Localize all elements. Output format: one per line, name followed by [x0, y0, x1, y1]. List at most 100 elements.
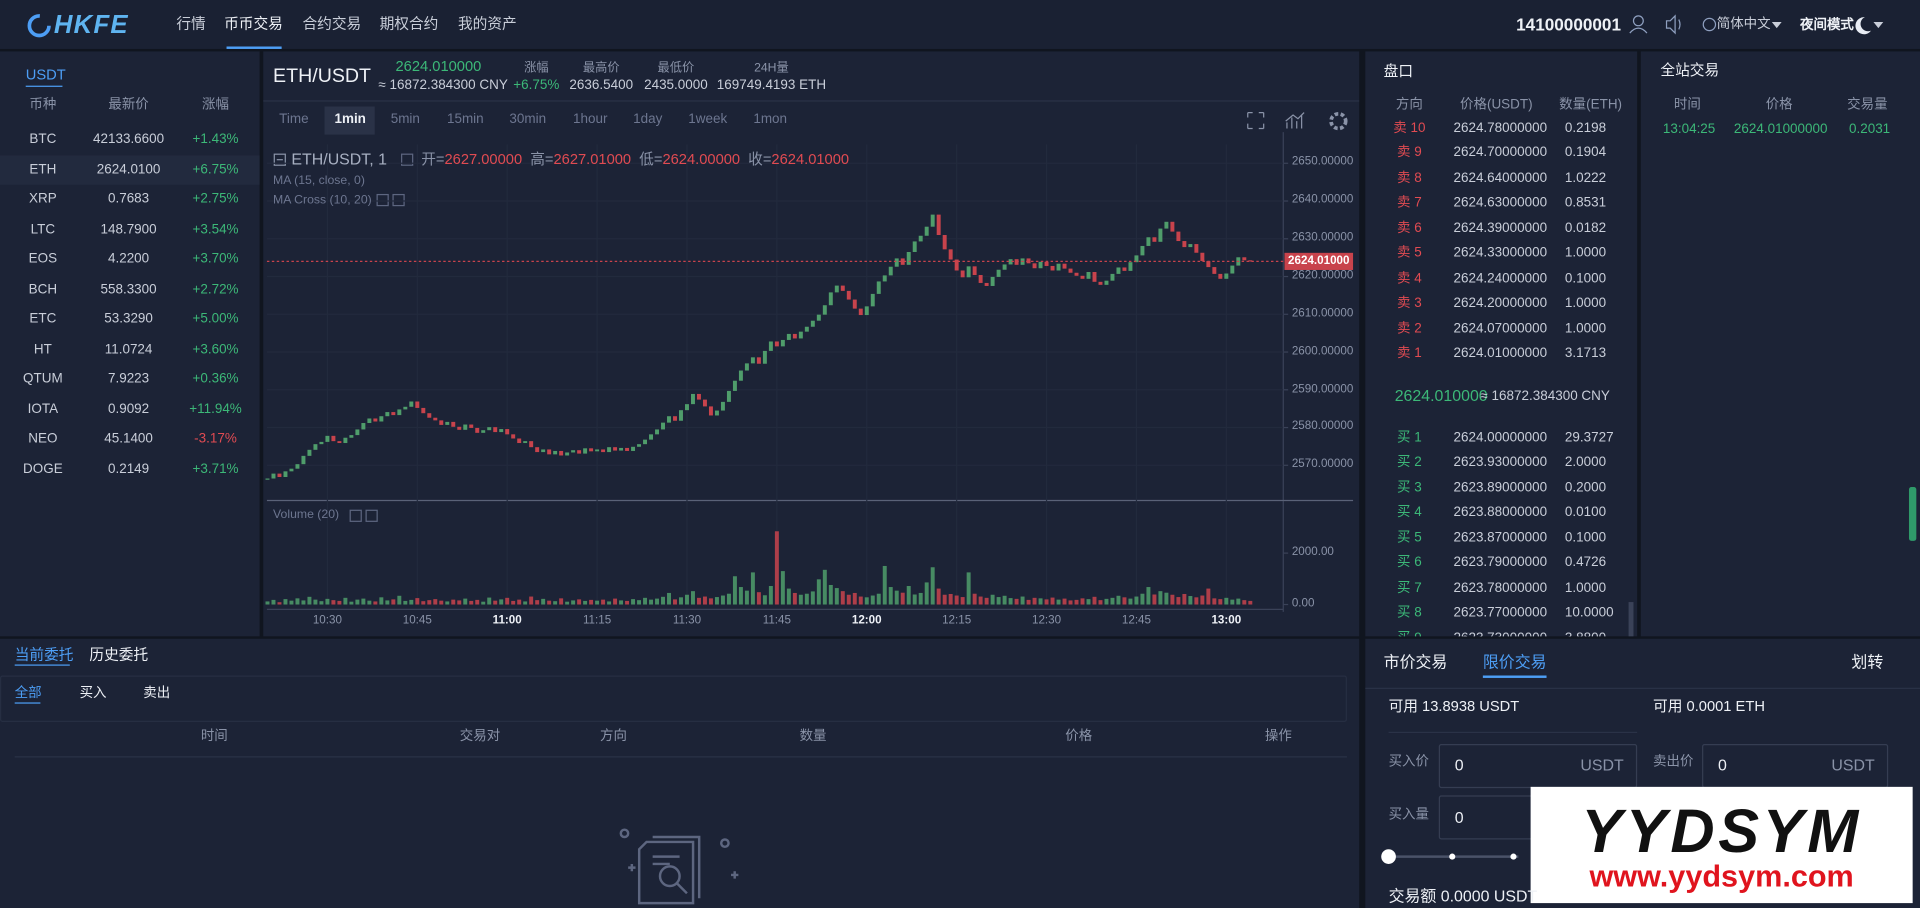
- market-symbol[interactable]: EOS: [28, 251, 58, 267]
- theme-toggle[interactable]: 夜间模式: [1800, 17, 1854, 33]
- market-price[interactable]: 7.9223: [107, 371, 150, 387]
- market-price[interactable]: 0.9092: [107, 401, 150, 417]
- market-price[interactable]: 4.2200: [107, 251, 150, 267]
- market-price[interactable]: 0.7683: [107, 191, 150, 207]
- market-price[interactable]: 42133.6600: [92, 131, 165, 147]
- market-change[interactable]: +2.75%: [192, 191, 239, 207]
- orders-filter[interactable]: 全部: [14, 686, 42, 701]
- market-symbol[interactable]: HT: [33, 341, 52, 357]
- input-unit: USDT: [1831, 755, 1875, 775]
- interval-button[interactable]: 1hour: [572, 112, 608, 127]
- market-symbol[interactable]: ETH: [29, 161, 57, 177]
- market-change[interactable]: +0.36%: [192, 371, 239, 387]
- ask-level: 卖 10: [1393, 120, 1426, 136]
- column-header: 数量(ETH): [1559, 97, 1623, 113]
- volume-title: Volume (20): [273, 508, 340, 522]
- column-header: 交易量: [1847, 97, 1888, 113]
- orders-filter[interactable]: 买入: [79, 686, 107, 701]
- input-value: 0: [1454, 755, 1464, 775]
- ask-price: 2624.07000000: [1453, 320, 1548, 336]
- orders-filter[interactable]: 卖出: [143, 686, 171, 701]
- interval-button[interactable]: 5min: [390, 112, 420, 127]
- market-change[interactable]: +11.94%: [189, 401, 242, 417]
- market-change[interactable]: +3.54%: [192, 221, 239, 237]
- ask-amount: 0.1000: [1564, 270, 1607, 286]
- market-tab[interactable]: USDT: [25, 66, 66, 84]
- interval-button[interactable]: 1min: [334, 112, 366, 127]
- language[interactable]: 简体中文: [1716, 16, 1771, 32]
- trade-tab[interactable]: 限价交易: [1482, 652, 1547, 672]
- column-header: 币种: [29, 97, 57, 113]
- market-change[interactable]: +3.71%: [192, 461, 239, 477]
- ask-level: 卖 7: [1397, 195, 1422, 211]
- stat-label: 最低价: [657, 61, 695, 75]
- market-price[interactable]: 53.3290: [104, 311, 153, 327]
- market-change[interactable]: -3.17%: [194, 431, 237, 447]
- market-price[interactable]: 2624.0100: [96, 161, 161, 177]
- interval-button[interactable]: Time: [279, 112, 309, 127]
- column-header: 最新价: [108, 97, 149, 113]
- scrollbar: [1628, 602, 1634, 637]
- interval-button[interactable]: 30min: [509, 112, 547, 127]
- ask-price: 2624.78000000: [1453, 120, 1548, 136]
- market-symbol[interactable]: NEO: [28, 431, 58, 447]
- column-header: 交易对: [459, 728, 501, 744]
- ask-level: 卖 9: [1397, 145, 1422, 161]
- market-change[interactable]: +2.72%: [192, 281, 239, 297]
- interval-button[interactable]: 1week: [688, 112, 728, 127]
- interval-button[interactable]: 1day: [633, 112, 663, 127]
- nav-item[interactable]: 行情: [176, 14, 206, 32]
- market-symbol[interactable]: BCH: [28, 281, 58, 297]
- available-balance: 可用 0.0001 ETH: [1653, 697, 1765, 715]
- panel-title: 盘口: [1383, 62, 1414, 80]
- selected-row-bg: [0, 154, 260, 185]
- trade-price: 2624.01000000: [1733, 121, 1828, 137]
- nav-item[interactable]: 币币交易: [224, 14, 283, 32]
- market-symbol[interactable]: ETC: [29, 311, 57, 327]
- market-change[interactable]: +1.43%: [192, 131, 239, 147]
- transfer-button[interactable]: 划转: [1851, 652, 1884, 672]
- order-book-panel: [1365, 51, 1638, 637]
- bid-price: 2623.89000000: [1453, 480, 1548, 496]
- market-symbol[interactable]: QTUM: [23, 371, 63, 387]
- market-price[interactable]: 148.7900: [100, 221, 157, 237]
- orders-tab[interactable]: 当前委托: [14, 646, 74, 664]
- column-header: 价格(USDT): [1460, 97, 1533, 113]
- nav-item[interactable]: 期权合约: [379, 14, 439, 32]
- input-label: 买入量: [1388, 807, 1429, 822]
- trade-tab[interactable]: 市价交易: [1383, 652, 1448, 672]
- interval-button[interactable]: 1mon: [753, 112, 788, 127]
- orders-tab[interactable]: 历史委托: [89, 646, 149, 664]
- y-tick-label: 2640.00000: [1291, 193, 1354, 207]
- market-price[interactable]: 558.3300: [100, 281, 157, 297]
- market-change[interactable]: +3.60%: [192, 341, 239, 357]
- y-tick-label: 2570.00000: [1291, 457, 1354, 471]
- bid-price: 2623.78000000: [1453, 580, 1548, 596]
- market-price[interactable]: 0.2149: [107, 461, 150, 477]
- market-symbol[interactable]: BTC: [29, 131, 57, 147]
- market-price[interactable]: 45.1400: [104, 431, 153, 447]
- nav-item[interactable]: 合约交易: [302, 14, 362, 32]
- input-label: 买入价: [1388, 754, 1429, 770]
- market-symbol[interactable]: DOGE: [23, 461, 63, 477]
- market-symbol[interactable]: IOTA: [27, 401, 59, 417]
- stat-label: 涨幅: [524, 61, 549, 75]
- nav-item[interactable]: 我的资产: [457, 14, 517, 32]
- market-change[interactable]: +3.70%: [192, 251, 239, 267]
- bid-amount: 1.0000: [1564, 580, 1607, 596]
- market-panel: [0, 51, 260, 637]
- market-change[interactable]: +6.75%: [192, 161, 239, 177]
- ask-level: 卖 3: [1397, 295, 1422, 311]
- interval-button[interactable]: 15min: [446, 112, 484, 127]
- market-symbol[interactable]: LTC: [30, 221, 56, 237]
- indicator-label: MA Cross (10, 20): [273, 193, 372, 208]
- available-balance: 可用 13.8938 USDT: [1388, 697, 1520, 715]
- ask-price: 2624.01000000: [1453, 345, 1548, 361]
- order-book-clip: 卖 10 2624.78000000 0.2198 卖 9 2624.70000000 0…: [1393, 120, 1613, 637]
- account[interactable]: 14100000001: [1516, 14, 1622, 35]
- column-header: 涨幅: [202, 97, 229, 113]
- market-change[interactable]: +5.00%: [192, 311, 239, 327]
- market-price[interactable]: 11.0724: [104, 341, 153, 357]
- market-symbol[interactable]: XRP: [29, 191, 57, 207]
